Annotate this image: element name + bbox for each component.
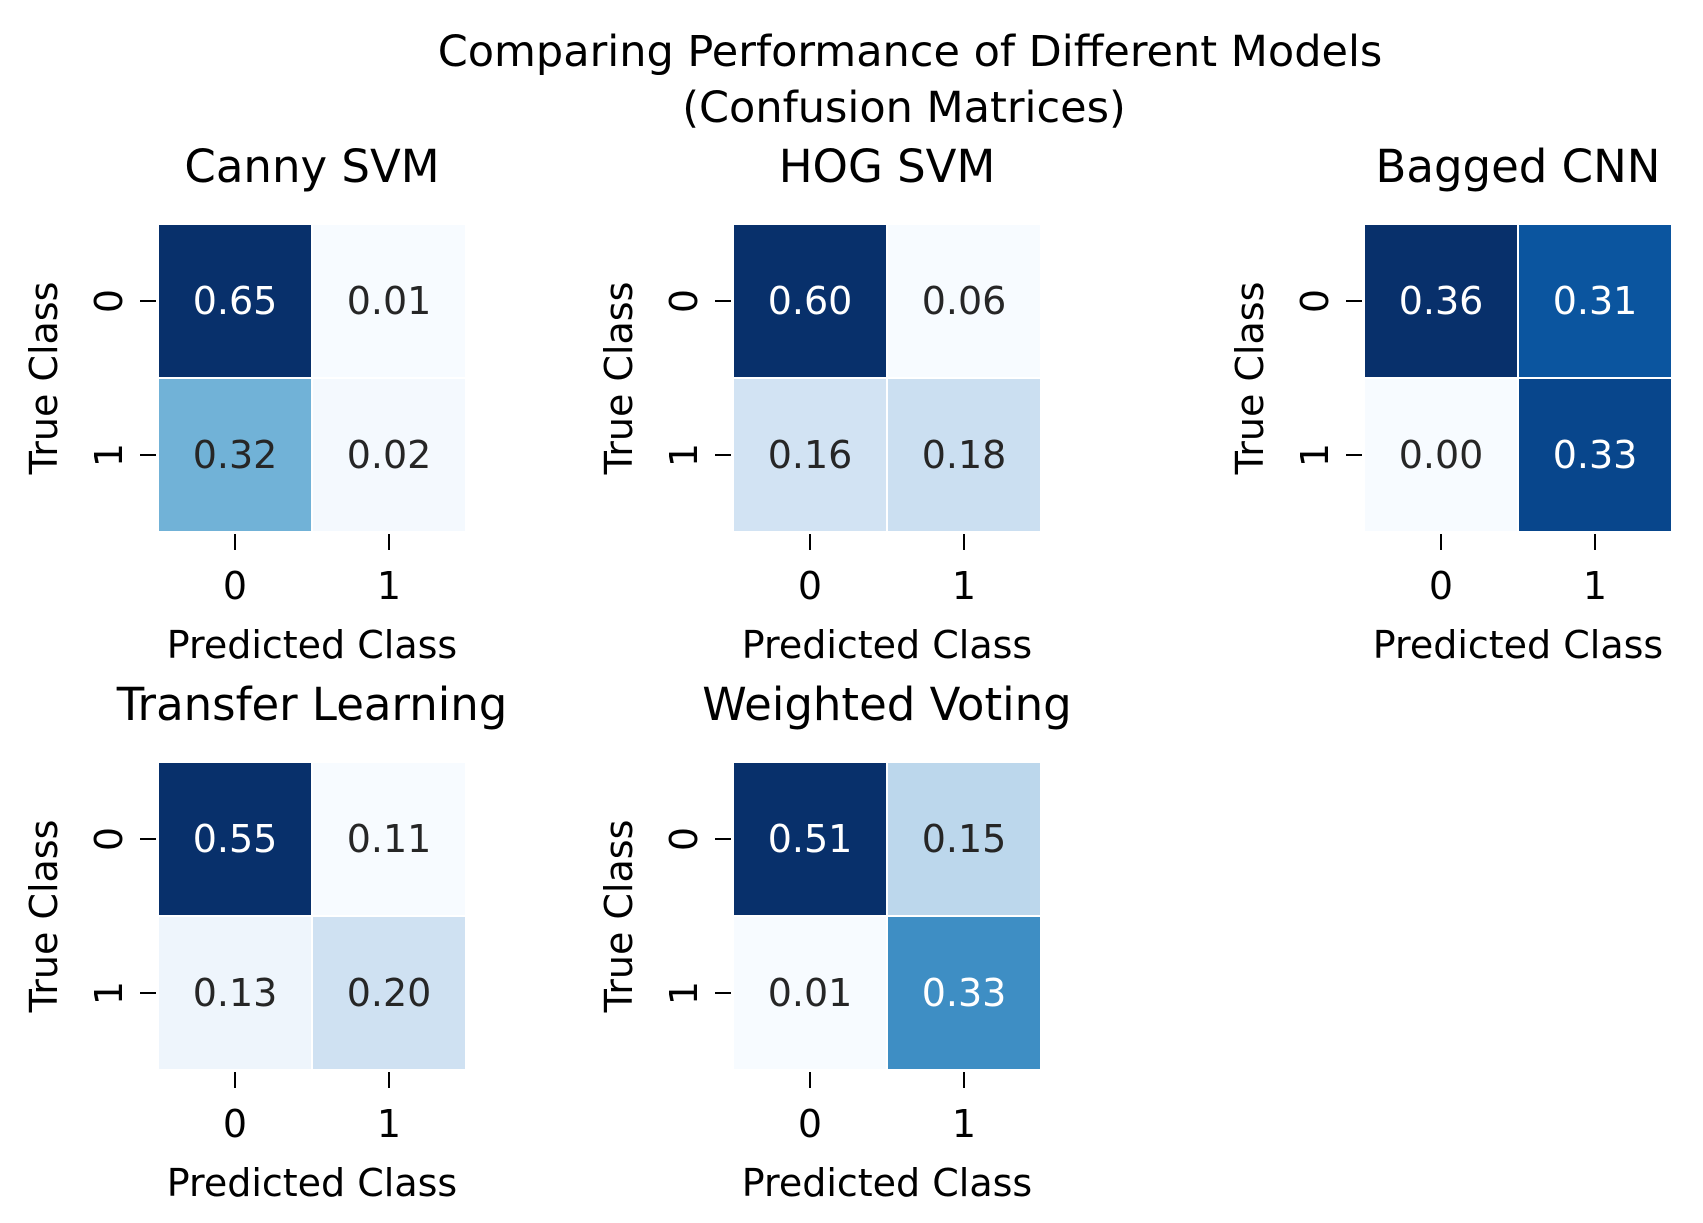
figure-title-line1: Comparing Performance of Different Model… [438, 27, 1383, 77]
cell-label: 0.31 [1553, 279, 1638, 323]
cell-label: 0.13 [193, 971, 278, 1015]
panel-title: Bagged CNN [1376, 140, 1661, 193]
y-tick-label: 0 [87, 289, 131, 313]
cell-label: 0.32 [193, 433, 278, 477]
cell-label: 0.01 [768, 971, 853, 1015]
y-axis-label: True Class [22, 820, 66, 1014]
heatmap-cell [886, 915, 1042, 1071]
y-tick-label: 1 [1293, 443, 1337, 467]
heatmap-cell [311, 377, 467, 533]
heatmap-cell [1517, 377, 1673, 533]
panel-title: Canny SVM [184, 140, 439, 193]
heatmap-panel: HOG SVM 0.60 0.06 0.16 0.18 0 1 0 1 Predicted Cla… [597, 140, 1042, 667]
panel-title: HOG SVM [779, 140, 996, 193]
y-tick-label: 1 [662, 981, 706, 1005]
x-tick-label: 1 [377, 1102, 401, 1146]
cell-label: 0.60 [768, 279, 853, 323]
y-tick-label: 0 [1293, 289, 1337, 313]
heatmap-cell [886, 223, 1042, 379]
heatmap-cell [886, 377, 1042, 533]
y-axis-label: True Class [597, 282, 641, 476]
x-tick-label: 1 [952, 564, 976, 608]
cell-label: 0.65 [193, 279, 278, 323]
x-tick-label: 0 [798, 1102, 822, 1146]
heatmap-panel: Weighted Voting 0.51 0.15 0.01 0.33 0 1 0 1 Predi… [597, 678, 1072, 1205]
cell-label: 0.33 [922, 971, 1007, 1015]
cell-label: 0.36 [1399, 279, 1484, 323]
cell-label: 0.11 [347, 817, 432, 861]
y-axis-label: True Class [1228, 282, 1272, 476]
cell-label: 0.55 [193, 817, 278, 861]
cell-label: 0.15 [922, 817, 1007, 861]
cell-label: 0.00 [1399, 433, 1484, 477]
x-tick-label: 0 [223, 1102, 247, 1146]
y-tick-label: 1 [87, 981, 131, 1005]
figure-title-line2: (Confusion Matrices) [682, 83, 1126, 133]
heatmap-cell [732, 223, 888, 379]
x-tick-label: 0 [798, 564, 822, 608]
y-tick-label: 0 [662, 827, 706, 851]
panel-title: Weighted Voting [702, 678, 1071, 731]
heatmap-cell [732, 761, 888, 917]
y-tick-label: 0 [662, 289, 706, 313]
x-axis-label: Predicted Class [167, 1161, 457, 1205]
heatmap-cell [157, 377, 313, 533]
heatmap-cell [1363, 377, 1519, 533]
cell-label: 0.20 [347, 971, 432, 1015]
heatmap-cell [311, 223, 467, 379]
heatmap-panel: Bagged CNN 0.36 0.31 0.00 0.33 0 1 0 1 Predicted … [1228, 140, 1673, 667]
heatmap-panel: Canny SVM 0.65 0.01 0.32 0.02 0 1 0 1 Predicted C… [22, 140, 467, 667]
x-tick-label: 1 [1583, 564, 1607, 608]
x-axis-label: Predicted Class [167, 623, 457, 667]
x-axis-label: Predicted Class [1373, 623, 1663, 667]
x-tick-label: 0 [223, 564, 247, 608]
cell-label: 0.51 [768, 817, 853, 861]
heatmap-cell [157, 223, 313, 379]
y-tick-label: 0 [87, 827, 131, 851]
cell-label: 0.06 [922, 279, 1007, 323]
heatmap-cell [311, 915, 467, 1071]
x-tick-label: 0 [1429, 564, 1453, 608]
cell-label: 0.01 [347, 279, 432, 323]
x-axis-label: Predicted Class [742, 1161, 1032, 1205]
x-tick-label: 1 [377, 564, 401, 608]
heatmap-panel: Transfer Learning 0.55 0.11 0.13 0.20 0 1 0 1 Pre… [22, 678, 507, 1205]
cell-label: 0.18 [922, 433, 1007, 477]
heatmap-cell [886, 761, 1042, 917]
y-tick-label: 1 [662, 443, 706, 467]
heatmap-panels: Canny SVM 0.65 0.01 0.32 0.02 0 1 0 1 Predicted C… [22, 140, 1673, 1205]
panel-title: Transfer Learning [116, 678, 508, 731]
heatmap-cell [1517, 223, 1673, 379]
y-axis-label: True Class [597, 820, 641, 1014]
heatmap-cell [732, 915, 888, 1071]
heatmap-cell [157, 915, 313, 1071]
y-axis-label: True Class [22, 282, 66, 476]
cell-label: 0.33 [1553, 433, 1638, 477]
x-tick-label: 1 [952, 1102, 976, 1146]
x-axis-label: Predicted Class [742, 623, 1032, 667]
cell-label: 0.02 [347, 433, 432, 477]
cell-label: 0.16 [768, 433, 853, 477]
y-tick-label: 1 [87, 443, 131, 467]
